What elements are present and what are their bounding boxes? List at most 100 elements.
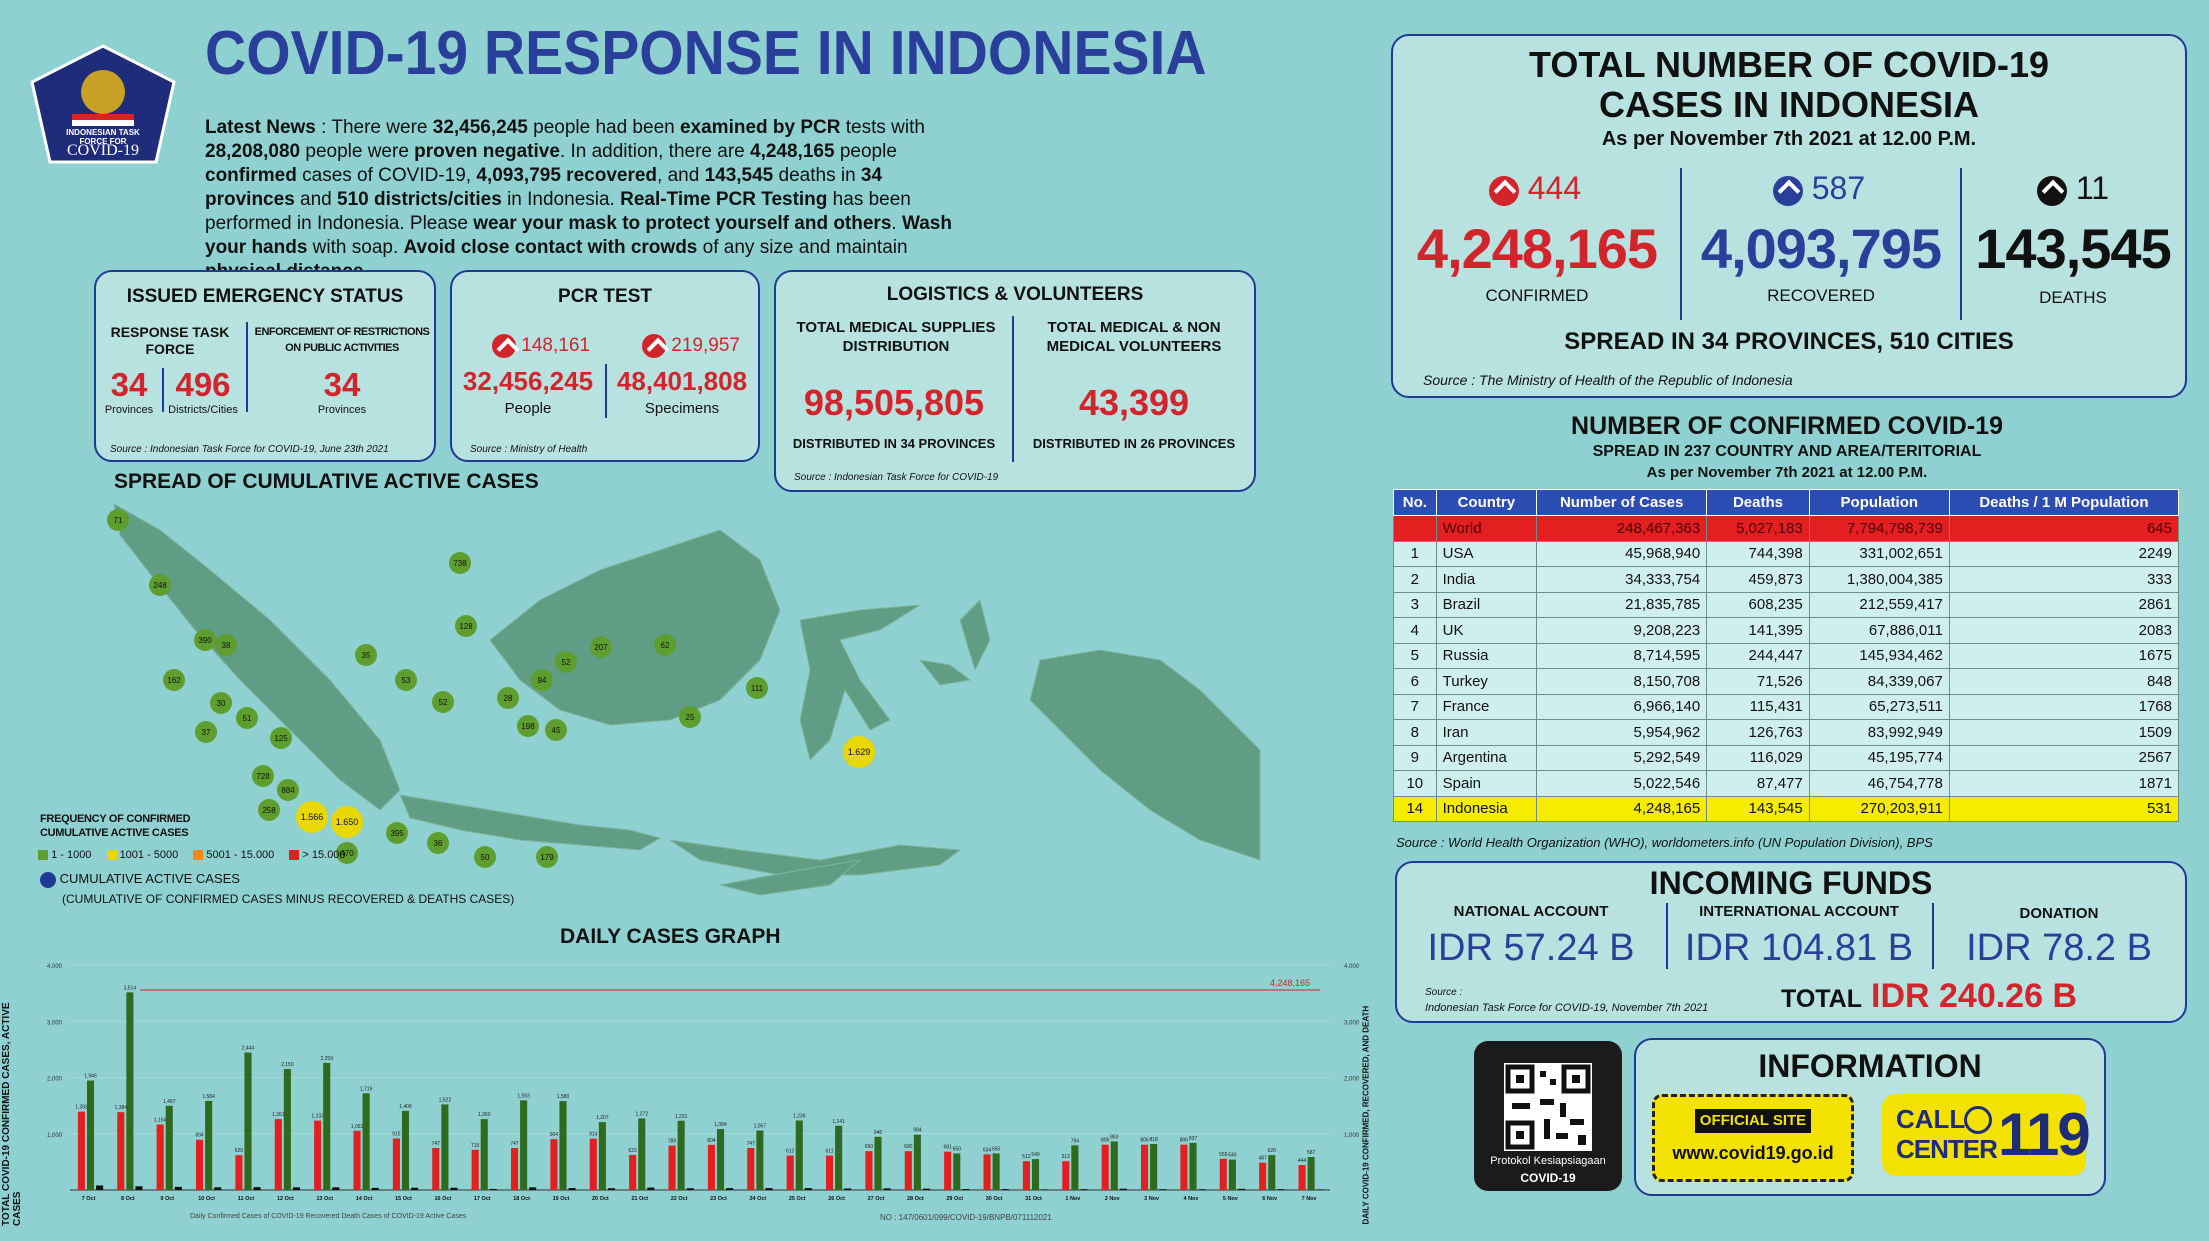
data-label: 2,259 (320, 1056, 333, 1062)
data-label: 915 (392, 1132, 401, 1138)
table-cell: 5,954,962 (1536, 719, 1708, 746)
bar (922, 1188, 931, 1190)
table-cell: 331,002,651 (1808, 540, 1950, 567)
table-header: Population (1808, 489, 1950, 516)
bar (1062, 1161, 1070, 1190)
table-cell: Turkey (1435, 668, 1538, 695)
official-site-link[interactable]: OFFICIAL SITE www.covid19.go.id (1652, 1094, 1854, 1182)
logistics-source: Source : Indonesian Task Force for COVID… (794, 472, 999, 483)
qr-label1: Protokol Kesiapsiagaan (1490, 1155, 1606, 1167)
legend-swatch-green (38, 850, 48, 861)
logistics-panel: LOGISTICS & VOLUNTEERS TOTAL MEDICAL SUP… (774, 270, 1256, 492)
data-label: 1,053 (351, 1124, 364, 1130)
table-row: 3 Brazil 21,835,785 608,235 212,559,417 2861 (1393, 591, 2180, 618)
map-point-label: 50 (481, 853, 490, 862)
map-point-label: 470 (340, 849, 354, 858)
bar (992, 1153, 1000, 1190)
data-label: 1,272 (635, 1111, 648, 1117)
map-point (654, 634, 676, 656)
table-cell: 1,380,004,385 (1808, 566, 1950, 593)
table-cell: 126,763 (1706, 719, 1810, 746)
table-cell: 848 (1948, 668, 2180, 695)
call-label2: CENTER (1896, 1134, 1998, 1164)
bar (1022, 1161, 1030, 1190)
legend-label: 1001 - 5000 (119, 849, 179, 861)
bar (1159, 1189, 1167, 1190)
map-point (331, 806, 363, 838)
map-point-label: 128 (459, 622, 473, 631)
legend-swatch-red (289, 850, 300, 861)
table-cell: 6,966,140 (1536, 693, 1708, 720)
y-tick-label-right: 3,000 (1344, 1020, 1360, 1026)
table-header: No. (1393, 489, 1437, 516)
x-tick-label: 10 Oct (198, 1196, 215, 1202)
table-cell: 2861 (1948, 591, 2180, 618)
confirmed-label: CONFIRMED (1485, 286, 1589, 305)
map-point (395, 669, 417, 691)
bar (96, 1185, 104, 1190)
data-label: 612 (786, 1149, 795, 1155)
x-tick-label: 30 Oct (986, 1196, 1003, 1202)
data-label: 1,233 (311, 1114, 324, 1120)
bar (480, 1119, 488, 1190)
x-tick-label: 5 Nov (1223, 1196, 1239, 1202)
bar (716, 1129, 725, 1190)
bar (1268, 1155, 1276, 1190)
data-label: 549 (1031, 1152, 1040, 1158)
table-cell: 45,195,774 (1808, 744, 1950, 771)
map-point (497, 687, 519, 709)
bar (471, 1149, 479, 1190)
table-cell: 212,559,417 (1808, 591, 1950, 618)
map-point-label: 62 (661, 641, 670, 650)
bar (323, 1062, 331, 1190)
map-point-label: 738 (453, 559, 467, 568)
bar (392, 1138, 400, 1190)
information-title: INFORMATION (1758, 1048, 1982, 1084)
official-site-url: www.covid19.go.id (1672, 1143, 1834, 1163)
bar (756, 1130, 764, 1190)
data-label: 623 (628, 1148, 637, 1154)
table-row: World 248,467,363 5,027,183 7,794,798,739 64… (1393, 515, 2180, 542)
map-point-label: 35 (362, 651, 371, 660)
map-point-label: 125 (274, 734, 288, 743)
bar (1237, 1188, 1246, 1190)
map-point-label: 248 (153, 581, 167, 590)
data-label: 837 (1189, 1136, 1198, 1142)
table-row: 7 France 6,966,140 115,431 65,273,511 1768 (1393, 693, 2180, 720)
table-cell: 14 (1393, 795, 1437, 822)
map-point (210, 692, 232, 714)
map-point (455, 615, 477, 637)
recovered-label: RECOVERED (1767, 286, 1875, 305)
y-tick-label-right: 4,000 (1344, 964, 1360, 970)
table-cell (1393, 515, 1437, 542)
table-cell: 5,027,183 (1706, 515, 1810, 542)
table-cell: 145,934,462 (1808, 642, 1950, 669)
map-point (449, 552, 471, 574)
x-tick-label: 12 Oct (277, 1196, 294, 1202)
world-sub1: SPREAD IN 237 COUNTRY AND AREA/TERITORIA… (1592, 443, 1982, 460)
data-label: 587 (1307, 1150, 1316, 1156)
bar (205, 1100, 213, 1190)
pcr-title: PCR TEST (558, 286, 652, 307)
confirmed-value: 4,248,165 (1416, 217, 1658, 280)
data-label: 650 (953, 1146, 962, 1152)
x-tick-label: 29 Oct (946, 1196, 963, 1202)
bar (1141, 1144, 1149, 1190)
data-label: 1,497 (163, 1099, 176, 1105)
bar (904, 1151, 912, 1190)
y-tick-label: 4,000 (47, 964, 63, 970)
map-point-label: 71 (114, 516, 123, 525)
world-sub2: As per November 7th 2021 at 12.00 P.M. (1646, 464, 1928, 481)
qr-card[interactable]: Protokol Kesiapsiagaan COVID-19 (1474, 1041, 1622, 1191)
data-label: 1,164 (154, 1118, 167, 1124)
call-center-link[interactable]: CALL CENTER 119 (1882, 1094, 2091, 1176)
table-cell: 34,333,754 (1536, 566, 1708, 593)
footer-code: NO : 147/0601/099/COVID-19/BNPB/07111202… (880, 1213, 1052, 1222)
emergency-l1: Provinces (104, 404, 154, 416)
indonesia-map: 71 248 390 38 162 30 125 51 37 728 884 258 1.566 1.65… (107, 503, 1261, 896)
map-point (270, 727, 292, 749)
bar (726, 1188, 734, 1190)
chart-title: DAILY CASES GRAPH (560, 925, 781, 948)
y-tick-label: 3,000 (47, 1020, 63, 1026)
data-label: 681 (943, 1145, 952, 1151)
